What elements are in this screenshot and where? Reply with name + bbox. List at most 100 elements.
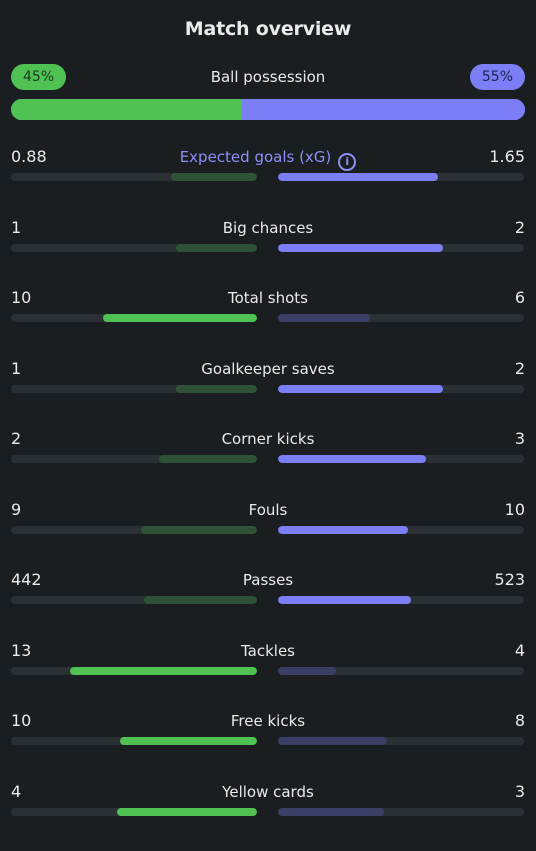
stat-label-text: Passes — [242, 571, 294, 589]
away-bar-track — [278, 314, 524, 322]
stat-label: Fouls — [11, 498, 525, 522]
stat-label: Passes — [11, 568, 525, 592]
home-bar-fill — [175, 384, 257, 393]
stat-row: 13 Tackles 4 — [11, 639, 525, 710]
away-bar-fill — [278, 455, 426, 463]
home-bar-track — [11, 525, 257, 534]
stat-bars — [11, 455, 525, 463]
home-bar-track — [11, 807, 257, 816]
stat-label-text: Expected goals (xG) — [179, 148, 332, 166]
stat-values: 4 Yellow cards 3 — [11, 780, 525, 804]
stat-label-text: Free kicks — [230, 712, 306, 730]
away-bar-track — [278, 173, 524, 181]
possession-bar — [11, 99, 525, 120]
away-bar-fill — [278, 596, 411, 604]
away-bar-fill — [278, 173, 438, 181]
home-value: 4 — [11, 781, 22, 801]
stat-row: 442 Passes 523 — [11, 568, 525, 639]
away-bar-track — [278, 737, 524, 745]
stat-row: 9 Fouls 10 — [11, 498, 525, 569]
home-bar-track — [11, 173, 257, 181]
home-bar-track — [11, 384, 257, 393]
stat-label: Total shots — [11, 286, 525, 310]
away-bar-track — [278, 596, 524, 604]
away-bar-fill — [278, 807, 384, 816]
home-value: 1 — [11, 358, 22, 378]
stat-label: Expected goals (xG) i — [11, 145, 525, 171]
away-bar-track — [278, 243, 524, 252]
away-bar-track — [278, 455, 524, 463]
stat-values: 1 Goalkeeper saves 2 — [11, 357, 525, 381]
home-bar-fill — [158, 455, 257, 463]
home-bar-fill — [120, 737, 257, 745]
stat-values: 13 Tackles 4 — [11, 639, 525, 663]
info-icon[interactable]: i — [338, 153, 357, 171]
stat-values: 10 Free kicks 8 — [11, 709, 525, 733]
away-bar-track — [278, 384, 524, 393]
away-value: 2 — [514, 358, 525, 378]
stat-values: 9 Fouls 10 — [11, 498, 525, 522]
stat-row: 1 Goalkeeper saves 2 — [11, 357, 525, 428]
possession-header: 45% Ball possession 55% — [11, 64, 525, 90]
home-bar-fill — [70, 666, 257, 675]
home-bar-fill — [175, 243, 257, 252]
home-bar-fill — [103, 314, 257, 322]
home-bar-fill — [116, 807, 257, 816]
stat-bars — [11, 596, 525, 604]
home-bar-track — [11, 666, 257, 675]
away-value: 6 — [514, 288, 525, 307]
page-title: Match overview — [184, 18, 352, 40]
away-value: 3 — [514, 781, 525, 801]
stat-label-text: Goalkeeper saves — [201, 359, 335, 378]
stat-label-text: Total shots — [228, 289, 308, 307]
away-bar-track — [278, 525, 524, 534]
away-value: 1.65 — [489, 147, 525, 166]
away-value: 2 — [514, 217, 525, 237]
home-value: 13 — [11, 640, 32, 660]
away-possession-segment — [242, 99, 525, 120]
stat-bars — [11, 666, 525, 675]
home-possession-segment — [11, 99, 243, 120]
home-value: 442 — [11, 570, 42, 589]
home-bar-fill — [141, 525, 257, 534]
away-bar-fill — [278, 737, 388, 745]
stat-label: Free kicks — [11, 709, 525, 733]
away-bar-track — [278, 807, 524, 816]
away-bar-track — [278, 666, 524, 675]
away-value: 3 — [514, 429, 525, 448]
stats-list: 0.88 Expected goals (xG) i 1.65 1 Big chances… — [11, 145, 525, 850]
stat-label-text: Big chances — [222, 218, 314, 237]
home-bar-fill — [143, 596, 257, 604]
stat-row: 10 Free kicks 8 — [11, 709, 525, 780]
stat-label-text: Fouls — [248, 500, 288, 519]
stat-label: Goalkeeper saves — [11, 357, 525, 381]
stat-row: 2 Corner kicks 3 — [11, 427, 525, 498]
home-bar-track — [11, 243, 257, 252]
stat-bars — [11, 173, 525, 181]
stat-bars — [11, 807, 525, 816]
home-bar-track — [11, 455, 257, 463]
stat-bars — [11, 384, 525, 393]
stat-values: 0.88 Expected goals (xG) i 1.65 — [11, 145, 525, 171]
home-value: 2 — [11, 429, 22, 448]
home-value: 10 — [11, 288, 32, 307]
stat-bars — [11, 314, 525, 322]
stat-bars — [11, 525, 525, 534]
away-value: 8 — [514, 711, 525, 730]
home-bar-track — [11, 737, 257, 745]
stat-label: Tackles — [11, 639, 525, 663]
stat-label-text: Yellow cards — [222, 782, 314, 801]
stat-label-text: Corner kicks — [221, 430, 315, 448]
home-value: 0.88 — [11, 147, 47, 166]
stat-row[interactable]: 0.88 Expected goals (xG) i 1.65 — [11, 145, 525, 216]
home-value: 9 — [11, 499, 22, 519]
home-value: 10 — [11, 711, 32, 730]
away-value: 10 — [504, 499, 525, 519]
home-bar-fill — [170, 173, 257, 181]
possession-label: Ball possession — [210, 68, 326, 86]
stat-label-text: Tackles — [240, 641, 296, 660]
stat-label: Yellow cards — [11, 780, 525, 804]
stat-row: 4 Yellow cards 3 — [11, 780, 525, 851]
home-bar-track — [11, 596, 257, 604]
